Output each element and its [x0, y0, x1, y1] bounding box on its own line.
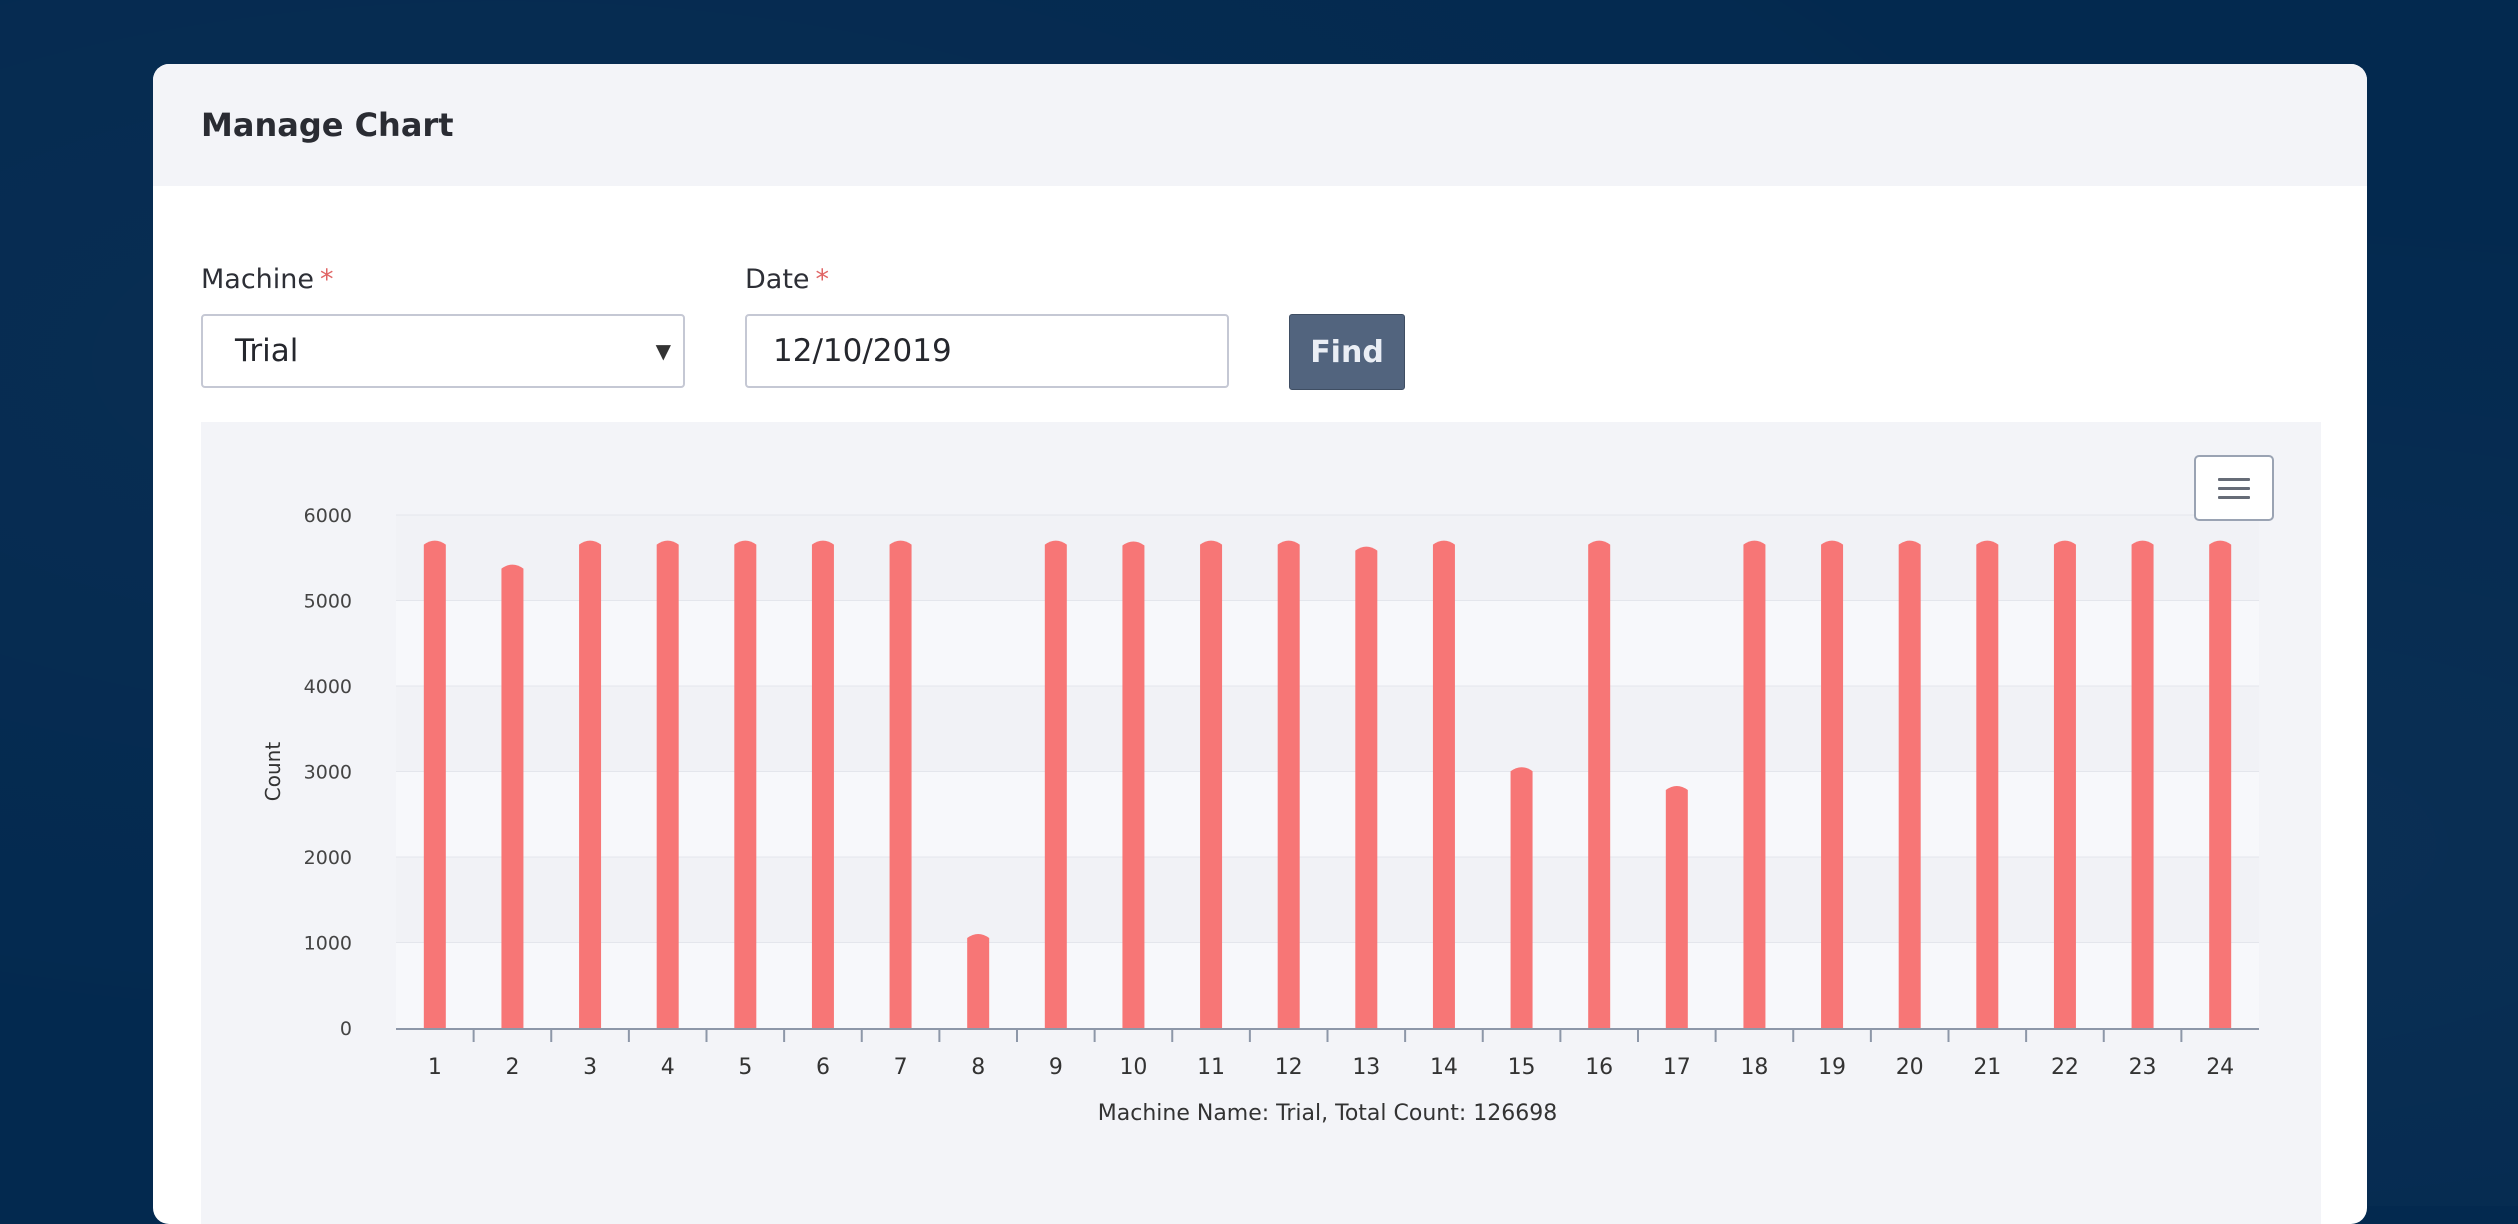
x-tick-label: 13 [1352, 1055, 1380, 1080]
y-tick-label: 2000 [304, 847, 352, 869]
bar-1 [423, 540, 446, 1028]
bar-18 [1743, 540, 1766, 1028]
x-tick-label: 11 [1197, 1055, 1225, 1080]
bar-6 [811, 540, 834, 1028]
page-title: Manage Chart [201, 106, 454, 144]
y-tick-label: 1000 [304, 933, 352, 955]
bar-10 [1122, 541, 1145, 1028]
bar-23 [2131, 540, 2154, 1028]
find-button[interactable]: Find [1289, 314, 1405, 390]
bar-8 [967, 933, 990, 1028]
bar-17 [1665, 786, 1688, 1028]
machine-select-value: Trial [235, 333, 299, 369]
bar-16 [1588, 540, 1611, 1028]
y-tick-label: 0 [340, 1018, 352, 1040]
bar-22 [2053, 540, 2076, 1028]
plot-band [396, 515, 2259, 601]
bar-14 [1432, 540, 1455, 1028]
date-input-value: 12/10/2019 [773, 333, 952, 369]
x-tick-label: 17 [1663, 1055, 1691, 1080]
x-tick-label: 24 [2206, 1055, 2234, 1080]
x-tick-label: 19 [1818, 1055, 1846, 1080]
manage-chart-card: Manage Chart Machine * Trial ▼ Date * 12/1… [153, 64, 2367, 1224]
bar-19 [1821, 540, 1844, 1028]
machine-select[interactable]: Trial ▼ [201, 314, 685, 388]
x-tick-label: 1 [428, 1055, 442, 1080]
bar-13 [1355, 546, 1378, 1028]
x-tick-label: 9 [1049, 1055, 1063, 1080]
plot-band [396, 771, 2259, 857]
date-label-text: Date [745, 264, 810, 295]
x-tick-label: 6 [816, 1055, 830, 1080]
y-tick-label: 3000 [304, 762, 352, 784]
bar-21 [1976, 540, 1999, 1028]
chart-panel: 0 1000 2000 3000 4000 5000 6000 Count 1 2 3 4 5 6 7 8 9 1… [201, 422, 2321, 1224]
x-tick-label: 2 [505, 1055, 519, 1080]
date-input[interactable]: 12/10/2019 [745, 314, 1229, 388]
x-tick-label: 18 [1740, 1055, 1768, 1080]
bar-7 [889, 540, 912, 1028]
bar-9 [1044, 540, 1067, 1028]
chart-menu-button[interactable] [2194, 455, 2274, 521]
plot-band [396, 686, 2259, 772]
x-tick-label: 10 [1119, 1055, 1147, 1080]
hamburger-menu-icon [2218, 477, 2250, 481]
date-label: Date * [745, 264, 829, 295]
machine-label-text: Machine [201, 264, 315, 295]
bar-5 [734, 540, 757, 1028]
x-tick-label: 12 [1275, 1055, 1303, 1080]
x-tick-label: 4 [661, 1055, 675, 1080]
hamburger-menu-icon [2218, 495, 2250, 499]
card-header: Manage Chart [153, 64, 2367, 186]
x-axis-label: Machine Name: Trial, Total Count: 126698 [1098, 1101, 1557, 1126]
required-mark: * [320, 264, 334, 295]
x-tick-label: 5 [738, 1055, 752, 1080]
x-tick-label: 20 [1896, 1055, 1924, 1080]
x-tick-label: 16 [1585, 1055, 1613, 1080]
machine-field: Machine * Trial ▼ [201, 264, 685, 388]
x-tick-label: 23 [2129, 1055, 2157, 1080]
x-tick-label: 8 [971, 1055, 985, 1080]
y-axis-label: Count [261, 742, 285, 802]
plot-band [396, 857, 2259, 943]
y-tick-label: 4000 [304, 676, 352, 698]
bar-24 [2209, 540, 2232, 1028]
x-tick-label: 21 [1973, 1055, 2001, 1080]
bar-20 [1898, 540, 1921, 1028]
x-tick-label: 22 [2051, 1055, 2079, 1080]
required-mark: * [815, 264, 830, 295]
y-tick-label: 6000 [304, 505, 352, 527]
bar-2 [501, 564, 524, 1028]
x-tick-label: 15 [1508, 1055, 1536, 1080]
hamburger-menu-icon [2218, 486, 2250, 490]
date-field: Date * 12/10/2019 [745, 264, 1229, 388]
machine-label: Machine * [201, 264, 334, 295]
bar-3 [579, 540, 602, 1028]
x-tick-label: 7 [894, 1055, 908, 1080]
bar-12 [1277, 540, 1300, 1028]
y-tick-label: 5000 [304, 591, 352, 613]
chevron-down-icon: ▼ [655, 339, 671, 363]
plot-band [396, 600, 2259, 686]
plot-band [396, 942, 2259, 1028]
x-tick-label: 3 [583, 1055, 597, 1080]
bar-4 [656, 540, 679, 1028]
bar-15 [1510, 767, 1533, 1028]
bar-11 [1200, 540, 1223, 1028]
x-tick-label: 14 [1430, 1055, 1458, 1080]
